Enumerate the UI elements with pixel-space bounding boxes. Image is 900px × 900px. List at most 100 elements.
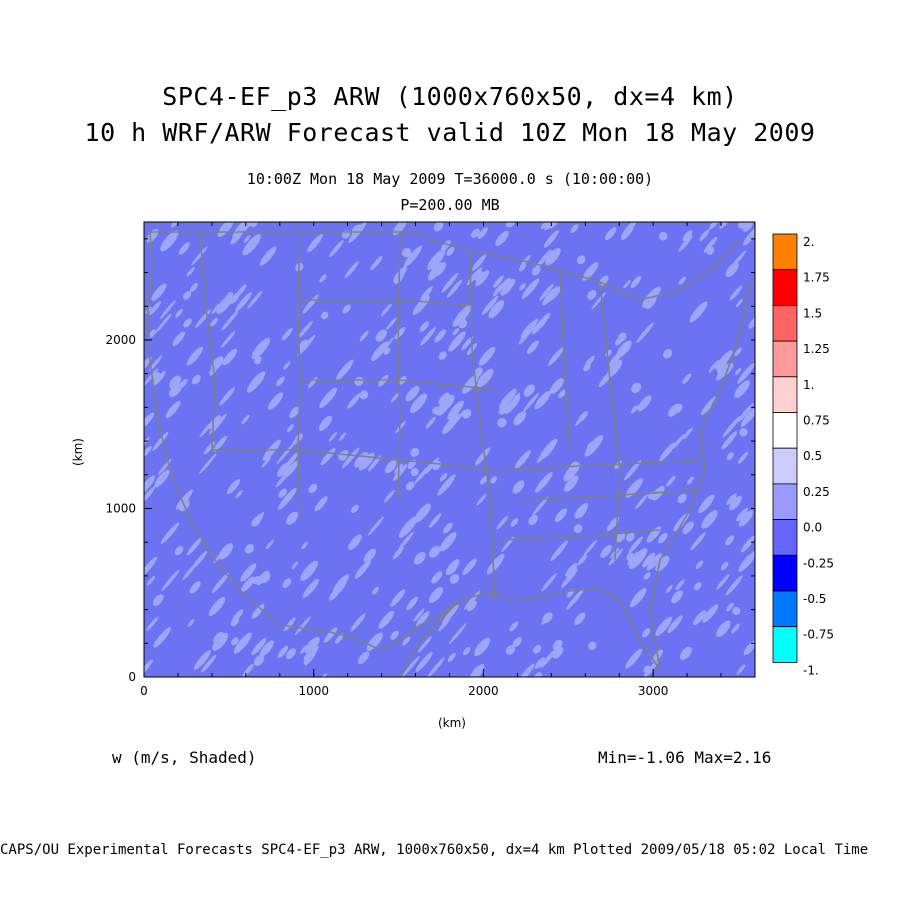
shading-patch xyxy=(600,544,612,558)
shading-patch xyxy=(620,222,637,239)
shading-patch xyxy=(402,247,412,258)
legend-swatch xyxy=(772,340,798,378)
legend-swatch xyxy=(772,554,798,592)
shading-patch xyxy=(655,616,672,636)
shading-patch xyxy=(241,576,255,592)
shading-patch xyxy=(501,277,512,289)
shading-patch xyxy=(398,531,414,550)
shading-patch xyxy=(675,579,685,591)
shading-patch xyxy=(169,375,181,389)
shading-patch xyxy=(446,279,463,298)
shading-patch xyxy=(452,305,472,327)
shading-patch xyxy=(440,240,451,252)
shading-patch xyxy=(210,317,218,327)
shading-patch xyxy=(427,657,445,677)
shading-patch xyxy=(414,551,426,565)
shading-patch xyxy=(439,472,448,482)
shading-patch xyxy=(584,435,604,457)
y-tick-label: 0 xyxy=(128,670,136,684)
shading-patch xyxy=(443,522,453,534)
shading-patch xyxy=(402,636,411,646)
shading-patch xyxy=(174,546,184,556)
shading-patch xyxy=(253,654,265,666)
shading-patch xyxy=(591,291,607,310)
shading-patch xyxy=(447,400,464,420)
shading-patch xyxy=(504,395,521,414)
shading-patch xyxy=(320,447,336,466)
legend-label: -1. xyxy=(803,663,819,677)
shading-patch xyxy=(398,516,418,538)
shading-patch xyxy=(726,602,734,612)
shading-patch xyxy=(241,414,250,425)
shading-patch xyxy=(276,376,285,387)
shading-patch xyxy=(737,362,755,384)
plot-title: SPC4-EF_p3 ARW (1000x760x50, dx=4 km) xyxy=(162,82,738,111)
shading-patch xyxy=(630,275,642,289)
shading-patch xyxy=(528,514,539,526)
shading-patch xyxy=(386,317,397,330)
shading-patch xyxy=(428,587,444,603)
shading-patch xyxy=(320,673,327,677)
shading-patch xyxy=(242,663,254,677)
x-tick-label: 0 xyxy=(140,684,148,698)
shading-patch xyxy=(442,604,459,625)
shading-patch xyxy=(448,623,467,645)
shading-patch xyxy=(441,394,455,411)
legend-label: 0.0 xyxy=(803,521,822,535)
shading-patch xyxy=(201,654,217,673)
shading-patch xyxy=(148,329,157,338)
legend-label: 2. xyxy=(803,235,814,249)
shading-patch xyxy=(160,522,180,544)
shading-patch xyxy=(378,610,395,629)
shading-patch xyxy=(359,330,369,342)
shading-patch xyxy=(144,368,159,386)
shading-patch xyxy=(709,222,721,230)
shading-patch xyxy=(509,621,519,632)
shading-patch xyxy=(615,532,626,543)
shading-patch xyxy=(534,390,551,410)
shading-patch xyxy=(526,340,539,355)
shading-patch xyxy=(540,649,557,669)
shading-patch xyxy=(550,540,568,561)
shading-patch xyxy=(402,655,420,677)
shading-patch xyxy=(739,428,748,437)
state-lines-central xyxy=(300,231,501,601)
shading-patch xyxy=(478,346,496,366)
shading-patch xyxy=(240,563,257,582)
shading-patch xyxy=(323,627,338,643)
shading-patch xyxy=(584,355,595,368)
shading-patch xyxy=(249,222,258,228)
shading-patch xyxy=(725,575,743,596)
y-axis: 0 1000 2000 xyxy=(105,238,755,684)
shading-patch xyxy=(277,645,289,658)
legend-label: 0.75 xyxy=(803,414,830,428)
legend-swatch xyxy=(772,233,798,271)
shading-patch xyxy=(726,452,734,460)
shading-patch xyxy=(441,272,459,293)
shading-patch xyxy=(695,560,704,570)
shading-patch xyxy=(366,632,383,651)
shading-patch xyxy=(534,256,547,270)
shading-patch xyxy=(501,536,515,552)
state-lines-east xyxy=(499,269,701,561)
shading-patch xyxy=(722,415,741,438)
shading-patch xyxy=(218,543,234,560)
shading-patch xyxy=(172,331,185,346)
shading-patch xyxy=(199,453,217,474)
shading-patch xyxy=(726,493,737,506)
shading-patch xyxy=(182,563,197,581)
shading-patch xyxy=(636,322,654,344)
shading-patch xyxy=(541,573,557,592)
color-legend: 2. 1.75 1.5 1.25 1. 0.75 0.5 0.25 0.0 -0.25 -0.5 -0… xyxy=(772,233,834,677)
shading-patch xyxy=(363,548,376,563)
shading-patch xyxy=(725,262,739,277)
legend-swatch xyxy=(772,412,798,449)
shading-patch xyxy=(534,657,545,669)
shading-patch xyxy=(347,393,361,409)
shading-patch xyxy=(447,652,456,662)
shading-patch xyxy=(588,641,597,651)
shading-patch xyxy=(211,572,229,593)
shading-patch xyxy=(515,450,531,469)
state-boundaries xyxy=(147,229,751,677)
shading-patch xyxy=(222,348,237,366)
